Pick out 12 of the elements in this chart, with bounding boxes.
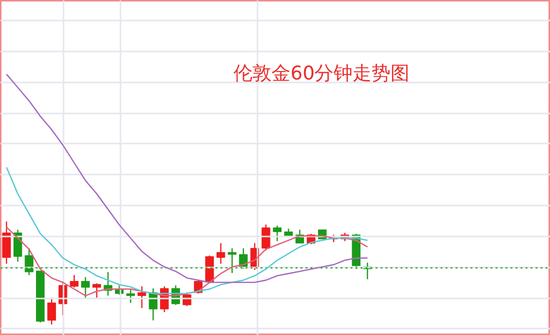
candlestick	[81, 276, 90, 298]
candlestick	[216, 242, 226, 264]
candlestick	[182, 292, 192, 307]
chart-title: 伦敦金60分钟走势图	[234, 62, 410, 84]
candlestick	[70, 274, 78, 288]
candlestick	[92, 282, 102, 298]
candlestick	[126, 288, 135, 304]
candlestick	[272, 225, 282, 242]
candlestick	[239, 248, 248, 270]
candlestick	[138, 286, 146, 309]
candlestick	[228, 248, 236, 274]
candlestick	[47, 297, 56, 326]
